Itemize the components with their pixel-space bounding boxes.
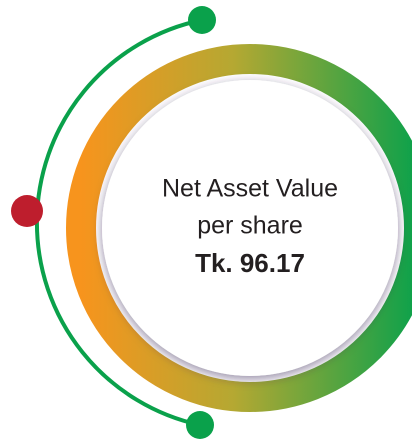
value: Tk. 96.17 [195, 248, 305, 278]
orbit-dot-red [11, 195, 43, 227]
inner-circle [102, 80, 398, 376]
orbit-dot-bottom [186, 411, 214, 439]
orbit-dot-top [188, 6, 216, 34]
label-line: per share [197, 212, 303, 240]
label-line: Net Asset Value [162, 175, 338, 203]
gradient-ring [66, 44, 412, 412]
